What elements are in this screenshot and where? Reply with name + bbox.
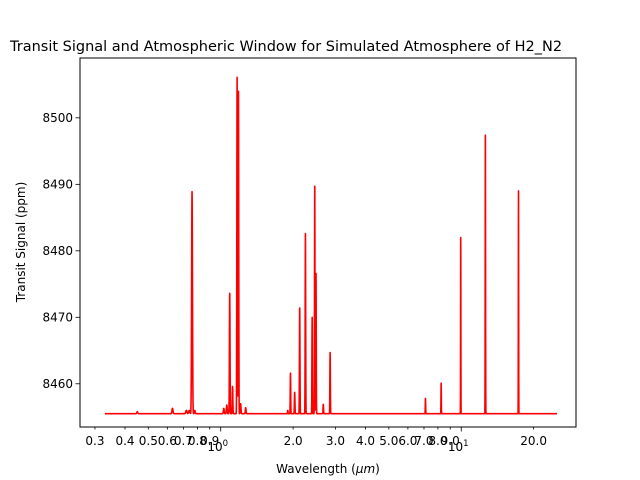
y-tick-label: 8460 bbox=[42, 377, 73, 391]
x-tick-label: 0.8 bbox=[188, 434, 207, 448]
plot-area bbox=[104, 76, 558, 415]
x-tick-label: 8.0 bbox=[428, 434, 447, 448]
y-tick-label: 8470 bbox=[42, 311, 73, 325]
x-tick-label: 0.7 bbox=[174, 434, 193, 448]
y-tick-label: 8500 bbox=[42, 111, 73, 125]
x-major-tick-label: 100 bbox=[207, 439, 228, 454]
x-tick-label: 6.0 bbox=[398, 434, 417, 448]
x-tick-label: 9.0 bbox=[441, 434, 460, 448]
x-tick-label: 20.0 bbox=[520, 434, 547, 448]
x-tick-label: 3.0 bbox=[326, 434, 345, 448]
x-tick-label: 7.0 bbox=[414, 434, 433, 448]
x-tick-label: 0.3 bbox=[85, 434, 104, 448]
x-tick-label: 4.0 bbox=[356, 434, 375, 448]
y-tick-label: 8480 bbox=[42, 244, 73, 258]
chart-title: Transit Signal and Atmospheric Window fo… bbox=[9, 39, 562, 55]
series-line-0 bbox=[104, 76, 558, 415]
x-tick-label: 0.5 bbox=[139, 434, 158, 448]
x-tick-label: 2.0 bbox=[284, 434, 303, 448]
x-tick-label: 5.0 bbox=[379, 434, 398, 448]
x-axis-label: Wavelength (μm) bbox=[276, 462, 380, 476]
x-axis: 0.3 0.4 0.5 0.60.70.80.9 2.0 3.0 4.0 5.0 6.07.08… bbox=[85, 427, 547, 454]
x-tick-label: 0.6 bbox=[158, 434, 177, 448]
x-major-tick-label: 101 bbox=[448, 439, 469, 454]
y-axis: 8460 8470 8480 8490 8500 bbox=[42, 111, 80, 391]
x-tick-label: 0.9 bbox=[200, 434, 219, 448]
plot-frame bbox=[79, 57, 577, 428]
x-tick-label: 0.4 bbox=[115, 434, 134, 448]
y-tick-label: 8490 bbox=[42, 178, 73, 192]
y-axis-label: Transit Signal (ppm) bbox=[14, 182, 28, 304]
